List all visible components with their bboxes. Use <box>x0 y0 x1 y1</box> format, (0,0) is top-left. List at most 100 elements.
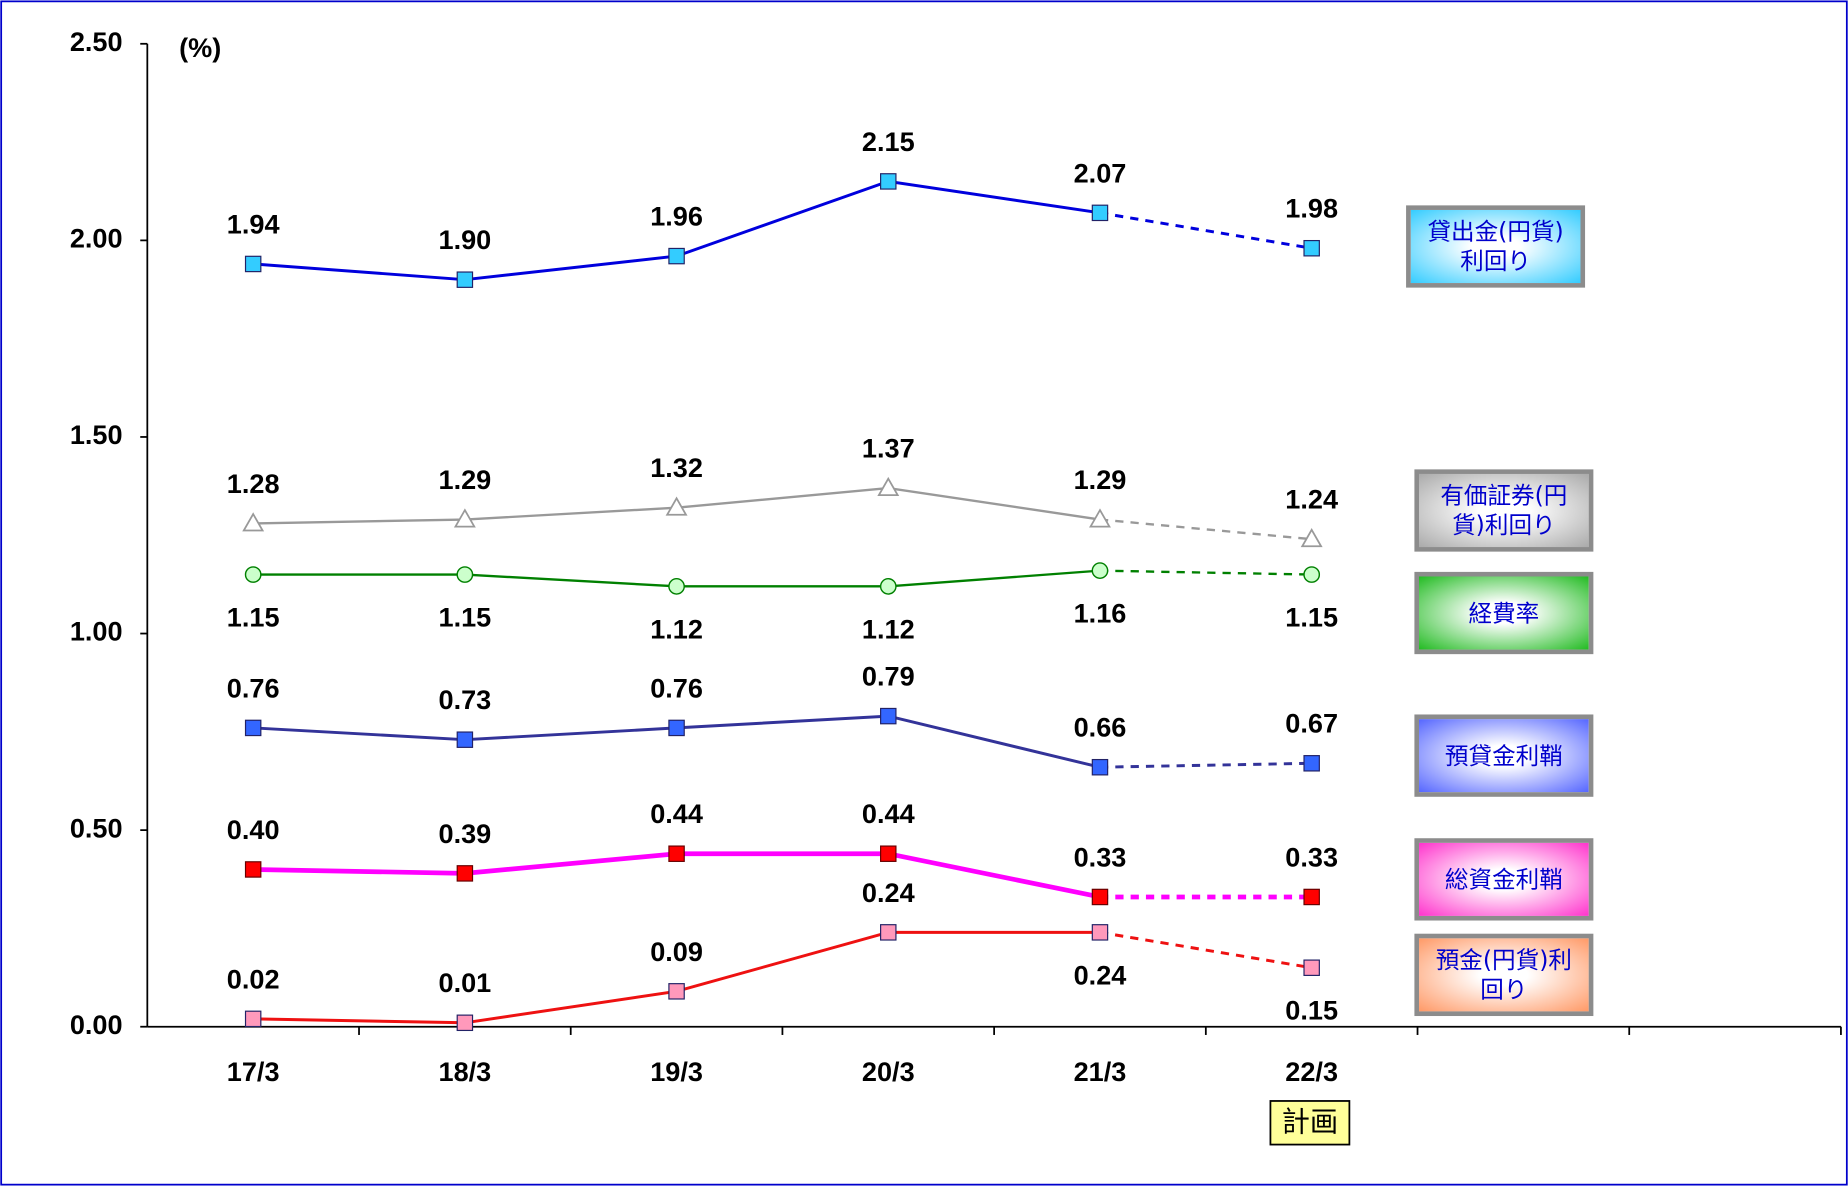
legend-item: 経費率 <box>1414 571 1594 655</box>
data-label: 1.28 <box>227 468 280 499</box>
annotation: 計画 <box>1282 1105 1339 1138</box>
data-label: 1.32 <box>650 452 703 483</box>
data-label: 2.15 <box>862 126 915 157</box>
legend-item: 総資金利鞘 <box>1414 838 1594 921</box>
marker <box>1089 508 1111 528</box>
data-label: 0.15 <box>1285 995 1338 1026</box>
x-tick-label: 19/3 <box>650 1056 703 1087</box>
marker <box>668 983 685 1000</box>
y-tick-label: 1.00 <box>70 616 123 647</box>
data-label: 0.76 <box>650 672 703 703</box>
marker <box>456 271 474 288</box>
data-label: 0.44 <box>650 798 703 829</box>
x-tick-label: 18/3 <box>439 1056 492 1087</box>
y-unit: (%) <box>179 32 221 63</box>
data-label: 0.01 <box>439 967 492 998</box>
data-label: 0.40 <box>227 814 280 845</box>
x-tick-label: 21/3 <box>1074 1056 1127 1087</box>
data-label: 0.33 <box>1285 841 1338 872</box>
data-label: 0.44 <box>862 798 915 829</box>
data-label: 1.24 <box>1285 484 1338 515</box>
marker <box>242 512 265 532</box>
series-line <box>1099 518 1312 541</box>
marker <box>879 577 897 595</box>
series-line <box>1099 569 1312 576</box>
y-tick-label: 2.50 <box>70 26 123 57</box>
data-label: 1.15 <box>439 602 492 633</box>
series-line <box>1099 211 1312 250</box>
marker <box>456 731 474 748</box>
data-label: 1.96 <box>650 201 703 232</box>
series-line <box>1099 930 1312 970</box>
marker <box>668 845 685 862</box>
data-label: 0.33 <box>1074 841 1127 872</box>
legend-label: 預貸金利鞘 <box>1414 714 1594 797</box>
x-tick-label: 20/3 <box>862 1056 915 1087</box>
legend-label: 経費率 <box>1414 571 1594 655</box>
marker <box>1091 562 1109 580</box>
marker <box>1091 758 1109 776</box>
data-label: 0.76 <box>227 672 280 703</box>
marker <box>1091 888 1109 906</box>
marker <box>244 1010 262 1028</box>
marker <box>1303 239 1320 257</box>
marker <box>880 845 897 862</box>
data-label: 1.15 <box>1285 602 1338 633</box>
data-label: 0.66 <box>1074 712 1127 743</box>
marker <box>1303 888 1320 906</box>
marker <box>456 566 474 583</box>
legend-label: 有価証券(円貨)利回り <box>1414 469 1594 552</box>
annotation-box <box>1269 1100 1351 1146</box>
y-tick-label: 2.00 <box>70 223 123 254</box>
data-label: 1.29 <box>439 464 492 495</box>
legend-item: 貸出金(円貨)利回り <box>1406 205 1586 288</box>
marker <box>244 255 262 273</box>
data-label: 1.29 <box>1074 464 1127 495</box>
marker <box>1300 527 1323 548</box>
marker <box>244 719 262 737</box>
marker <box>244 861 262 878</box>
marker <box>244 566 262 583</box>
x-tick-label: 22/3 <box>1285 1056 1338 1087</box>
marker <box>880 707 897 725</box>
marker <box>456 1014 474 1032</box>
legend-label: 貸出金(円貨)利回り <box>1406 205 1586 288</box>
series-line <box>1099 761 1312 769</box>
data-label: 0.39 <box>439 818 492 849</box>
data-label: 0.24 <box>862 877 915 908</box>
y-tick-label: 0.00 <box>70 1009 123 1040</box>
data-label: 1.37 <box>862 433 915 464</box>
data-label: 1.12 <box>862 613 915 644</box>
y-tick-label: 1.50 <box>70 419 123 450</box>
marker <box>456 865 474 882</box>
x-tick-label: 17/3 <box>227 1056 280 1087</box>
marker <box>877 476 900 497</box>
data-label: 1.12 <box>650 613 703 644</box>
legend-label: 預金(円貨)利回り <box>1414 933 1594 1017</box>
marker <box>1091 204 1109 222</box>
legend-item: 有価証券(円貨)利回り <box>1414 469 1594 552</box>
data-label: 1.90 <box>439 224 492 255</box>
marker <box>668 577 685 595</box>
data-label: 0.24 <box>1074 959 1127 990</box>
data-label: 1.16 <box>1074 598 1127 629</box>
legend-label: 総資金利鞘 <box>1414 838 1594 921</box>
data-label: 0.73 <box>439 684 492 715</box>
marker <box>1303 755 1320 772</box>
marker <box>668 247 685 265</box>
marker <box>665 496 688 516</box>
data-label: 0.79 <box>862 661 915 692</box>
marker <box>1303 566 1321 583</box>
data-label: 0.02 <box>227 963 280 994</box>
marker <box>668 719 685 737</box>
legend-item: 預貸金利鞘 <box>1414 714 1594 797</box>
marker <box>1303 959 1320 976</box>
marker <box>1091 924 1109 941</box>
data-label: 1.15 <box>227 602 280 633</box>
marker <box>880 924 897 941</box>
data-label: 1.98 <box>1285 193 1338 224</box>
data-label: 0.09 <box>650 936 703 967</box>
data-label: 1.94 <box>227 208 280 239</box>
